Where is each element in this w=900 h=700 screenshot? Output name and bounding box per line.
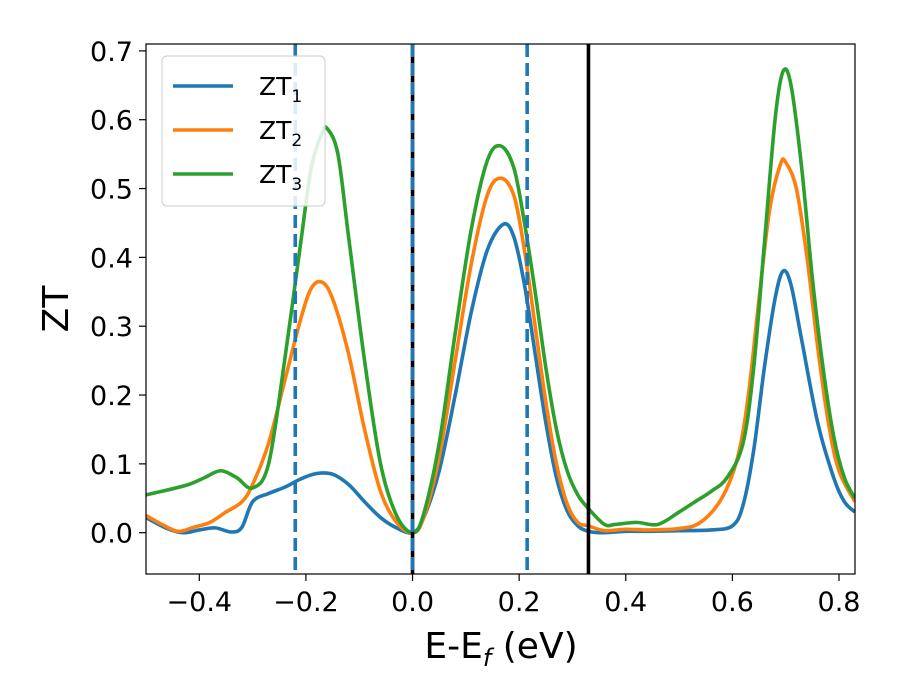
x-axis-title: E-Ef (eV) [424,626,577,672]
x-axis-ticks: −0.4 −0.2 0.0 0.2 0.4 0.6 0.8 [167,574,861,618]
y-tick-label: 0.7 [90,37,133,68]
vertical-lines-top [293,44,591,574]
series-line-3 [146,67,855,535]
x-tick-label: 0.6 [711,587,754,618]
y-tick-label: 0.2 [90,381,133,412]
y-tick-label: 0.4 [90,243,133,274]
legend-entries: ZT1 ZT2 ZT3 [173,72,302,195]
x-tick-label: 0.2 [498,587,541,618]
x-axis-title-unit: (eV) [491,626,577,667]
y-tick-label: 0.5 [90,175,133,206]
x-tick-label: 0.8 [818,587,861,618]
legend-label-3: ZT3 [259,160,302,195]
y-tick-label: 0.0 [90,519,133,550]
legend-label-2: ZT2 [259,116,302,151]
x-tick-label: 0.0 [391,587,434,618]
series-lines [146,67,855,535]
x-axis-title-main: E-E [424,626,482,667]
series-line-1 [146,222,855,535]
x-tick-label: 0.4 [604,587,647,618]
y-tick-label: 0.6 [90,106,133,137]
y-tick-label: 0.1 [90,450,133,481]
legend: ZT1 ZT2 ZT3 [161,55,326,207]
legend-box [161,55,326,207]
plot-frame [145,43,856,575]
legend-label-1: ZT1 [259,72,302,107]
y-axis-title: ZT [36,285,77,333]
y-tick-label: 0.3 [90,312,133,343]
x-tick-label: −0.4 [167,587,233,618]
y-axis-ticks: 0.0 0.1 0.2 0.3 0.4 0.5 0.6 0.7 [90,37,146,550]
x-tick-label: −0.2 [273,587,339,618]
